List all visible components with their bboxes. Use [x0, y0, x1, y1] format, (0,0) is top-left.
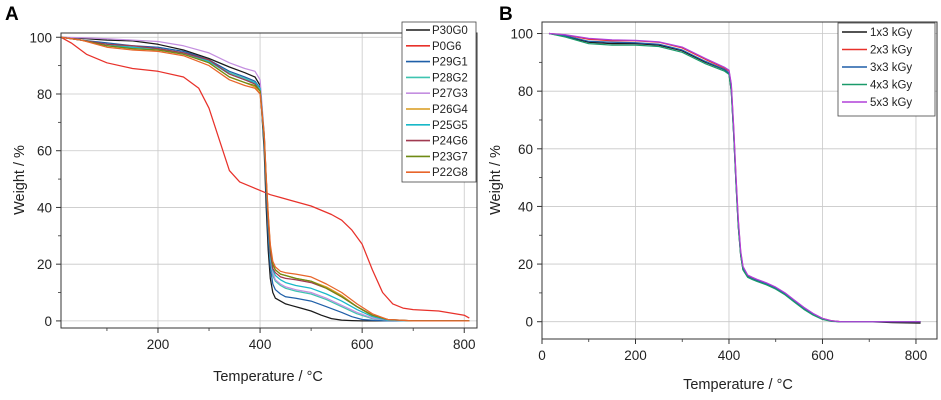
panel-a-legend-label-p30g0: P30G0 — [432, 25, 468, 37]
panel-b-x-tick-label-200: 200 — [624, 348, 647, 363]
panel-a-legend-label-p26g4: P26G4 — [432, 104, 468, 116]
panel-a-legend-label-p25g5: P25G5 — [432, 120, 468, 132]
panel-b-series-5x3-kgy — [548, 32, 921, 323]
panel-a-legend-label-p23g7: P23G7 — [432, 151, 468, 163]
panel-a-legend-box — [401, 21, 477, 183]
panel-a-x-tick-label-600: 600 — [351, 337, 374, 352]
panel-a-major-ticks — [56, 36, 465, 333]
panel-a-axes-frame — [60, 32, 478, 329]
panel-a-letter: A — [5, 4, 19, 25]
panel-b-minor-ticks — [539, 61, 870, 342]
panel-a-legend-label-p24g6: P24G6 — [432, 136, 468, 148]
panel-b-legend-box — [837, 22, 936, 117]
panel-a-x-tick-label-800: 800 — [453, 337, 476, 352]
panel-b-y-tick-label-100: 100 — [510, 27, 533, 42]
panel-b-series-group — [548, 32, 921, 324]
panel-a-y-tick-labels: 0 20 40 60 80 100 — [29, 30, 52, 329]
panel-b-x-axis-title: Temperature / °C — [683, 377, 793, 393]
panel-a-legend-label-p28g2: P28G2 — [432, 72, 468, 84]
panel-b-series-4x3-kgy — [548, 32, 921, 323]
panel-b-legend-label-3x3-kgy: 3x3 kGy — [870, 62, 912, 74]
panel-a-y-tick-label-40: 40 — [37, 200, 52, 215]
panel-b-x-tick-labels: 0 200 400 600 800 — [538, 348, 927, 363]
panel-b: B 0 200 400 600 800 0 20 40 60 80 100 Temperature… — [488, 4, 938, 393]
panel-a-legend-label-p27g3: P27G3 — [432, 88, 468, 100]
panel-a-y-axis-title: Weight / % — [12, 145, 28, 215]
panel-a: A 200 400 600 800 0 20 40 60 80 100 Temperature … — [5, 4, 478, 385]
panel-b-axes-frame — [541, 21, 938, 340]
panel-b-legend: 1x3 kGy 2x3 kGy 3x3 kGy 4x3 kGy 5x3 kGy — [837, 22, 936, 117]
panel-b-x-tick-label-600: 600 — [811, 348, 834, 363]
panel-a-legend-label-p29g1: P29G1 — [432, 57, 468, 69]
panel-b-y-tick-label-0: 0 — [525, 315, 533, 330]
panel-b-x-tick-label-0: 0 — [538, 348, 546, 363]
panel-a-x-tick-labels: 200 400 600 800 — [147, 337, 476, 352]
panel-b-letter: B — [499, 4, 513, 25]
panel-a-y-tick-label-20: 20 — [37, 257, 52, 272]
panel-b-legend-label-2x3-kgy: 2x3 kGy — [870, 45, 912, 57]
panel-a-x-tick-label-400: 400 — [249, 337, 272, 352]
panel-b-y-axis-title: Weight / % — [488, 145, 504, 215]
panel-b-legend-label-5x3-kgy: 5x3 kGy — [870, 97, 912, 109]
panel-b-x-tick-label-400: 400 — [718, 348, 741, 363]
panel-b-legend-label-1x3-kgy: 1x3 kGy — [870, 27, 912, 39]
panel-a-x-tick-label-200: 200 — [147, 337, 170, 352]
panel-b-y-tick-label-40: 40 — [518, 199, 533, 214]
panel-a-series-group — [60, 36, 470, 322]
panel-a-y-tick-label-100: 100 — [29, 30, 52, 45]
panel-a-legend-label-p22g8: P22G8 — [432, 167, 468, 179]
panel-b-major-ticks — [537, 33, 917, 344]
panel-b-y-tick-labels: 0 20 40 60 80 100 — [510, 27, 533, 330]
panel-a-legend-label-p0g6: P0G6 — [432, 41, 461, 53]
panel-b-y-tick-label-80: 80 — [518, 84, 533, 99]
panel-a-series-p30g0 — [60, 36, 470, 322]
panel-a-series-p0g6 — [60, 36, 470, 319]
panel-b-y-tick-label-60: 60 — [518, 142, 533, 157]
panel-b-legend-label-4x3-kgy: 4x3 kGy — [870, 80, 912, 92]
panel-a-series-p29g1 — [60, 36, 470, 322]
panel-b-x-tick-label-800: 800 — [905, 348, 928, 363]
panel-a-y-tick-label-80: 80 — [37, 87, 52, 102]
panel-b-y-tick-label-20: 20 — [518, 257, 533, 272]
panel-a-y-tick-label-60: 60 — [37, 144, 52, 159]
panel-a-y-tick-label-0: 0 — [44, 314, 52, 329]
panel-a-x-axis-title: Temperature / °C — [213, 369, 323, 385]
panel-a-series-p22g8 — [60, 36, 470, 322]
panel-a-legend: P30G0 P0G6 P29G1 P28G2 P27G3 P26G4 P25G5 P24G6 P… — [401, 21, 477, 183]
